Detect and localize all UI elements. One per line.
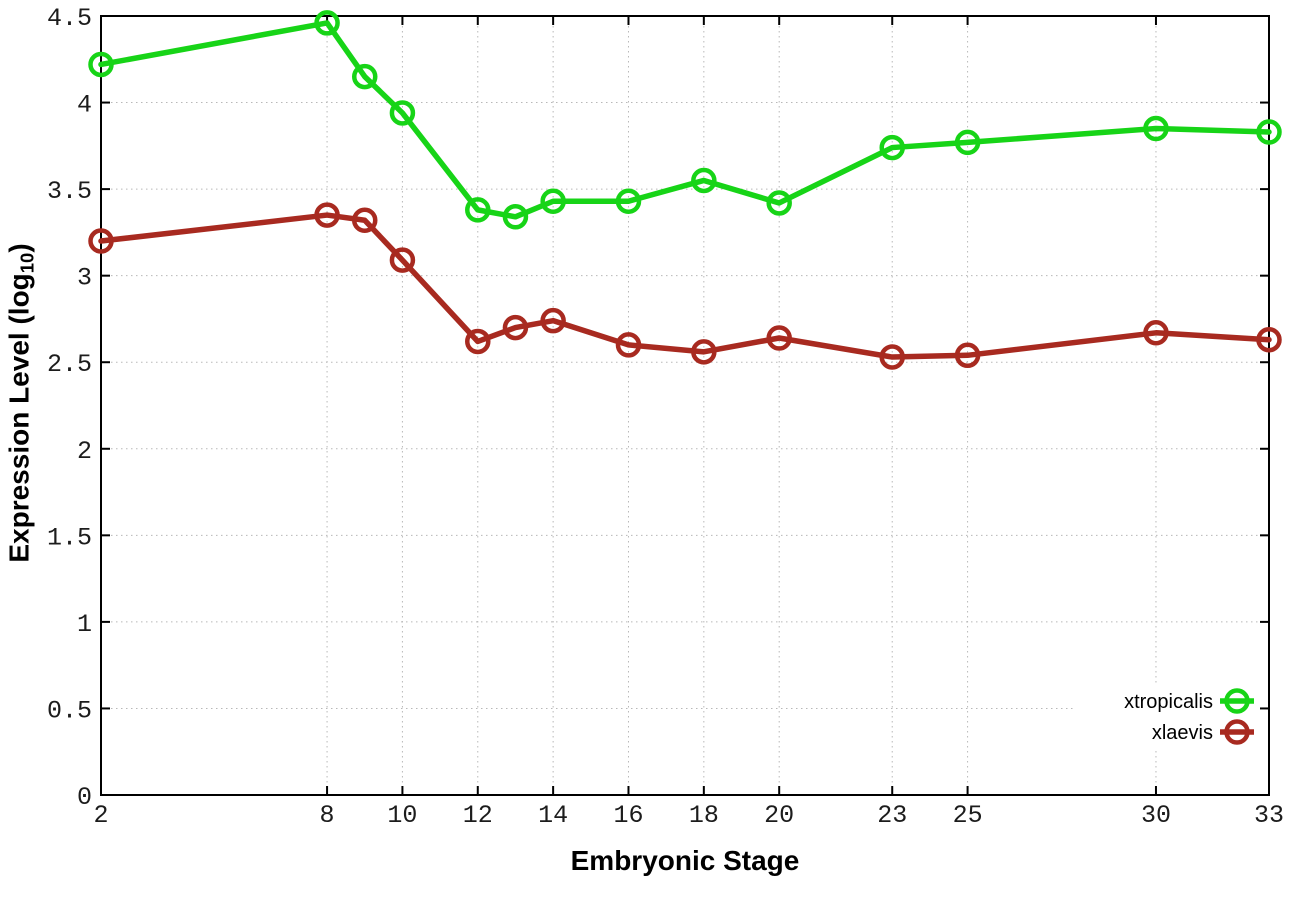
data-point-xlaevis [88,228,114,254]
legend-marker-xtropicalis [1224,688,1250,714]
y-tick-label: 0.5 [47,696,92,725]
legend-marker-xlaevis [1224,719,1250,745]
data-point-xtropicalis [389,100,416,126]
data-point-xtropicalis [465,197,491,223]
x-tick-label: 30 [1141,801,1171,830]
data-point-xlaevis [766,325,792,351]
data-point-xlaevis [540,307,566,334]
data-point-xtropicalis [954,129,981,156]
y-tick-label: 2.5 [47,350,92,379]
data-point-xtropicalis [615,188,642,214]
y-tick-label: 4.5 [47,4,92,33]
data-point-xtropicalis [88,51,114,78]
legend-label-xtropicalis: xtropicalis [1124,691,1213,713]
data-point-xlaevis [1256,326,1282,353]
x-tick-label: 12 [463,801,493,830]
data-point-xlaevis [879,344,905,370]
data-point-xtropicalis [502,204,529,230]
y-tick-label: 1.5 [47,523,92,552]
data-point-xtropicalis [314,10,340,36]
data-point-xtropicalis [766,190,792,216]
x-tick-label: 10 [387,801,417,830]
x-tick-label: 8 [320,801,335,830]
data-point-xlaevis [351,207,378,234]
y-axis-title-suffix: ) [3,243,35,253]
plot-frame [100,15,1270,796]
x-tick-label: 20 [764,801,794,830]
data-point-xlaevis [1143,320,1169,346]
data-point-xlaevis [389,247,416,273]
data-point-xlaevis [691,339,717,365]
y-tick-label: 0 [77,783,92,812]
x-tick-label: 16 [613,801,643,830]
y-axis-title-subscript: 10 [16,252,38,274]
data-point-xlaevis [465,328,491,355]
series-line-xtropicalis [98,20,1272,220]
data-point-xlaevis [314,202,340,228]
y-tick-label: 1 [77,610,92,639]
x-tick-label: 25 [953,801,983,830]
y-tick-label: 3.5 [47,177,92,206]
data-point-xtropicalis [1256,119,1282,145]
data-point-xtropicalis [540,188,566,214]
x-tick-label: 18 [689,801,719,830]
data-point-xlaevis [615,332,642,358]
data-point-xtropicalis [879,134,905,161]
y-tick-label: 2 [77,437,92,466]
data-point-xlaevis [502,314,529,341]
legend-background [1076,683,1267,749]
x-tick-label: 2 [93,801,108,830]
y-axis-title-text: Expression Level (log [3,273,35,563]
data-point-xtropicalis [1143,115,1169,142]
y-axis-title: Expression Level (log10) [3,243,38,562]
y-tick-label: 4 [77,91,92,120]
data-point-xlaevis [954,342,981,369]
data-point-xtropicalis [351,63,378,90]
legend-label-xlaevis: xlaevis [1152,722,1213,744]
x-axis-title: Embryonic Stage [570,845,800,876]
series-line-xlaevis [98,212,1272,360]
data-point-xtropicalis [691,167,717,194]
x-tick-label: 23 [877,801,907,830]
x-tick-label: 33 [1254,801,1284,830]
y-tick-label: 3 [77,264,92,293]
x-tick-label: 14 [538,801,568,830]
